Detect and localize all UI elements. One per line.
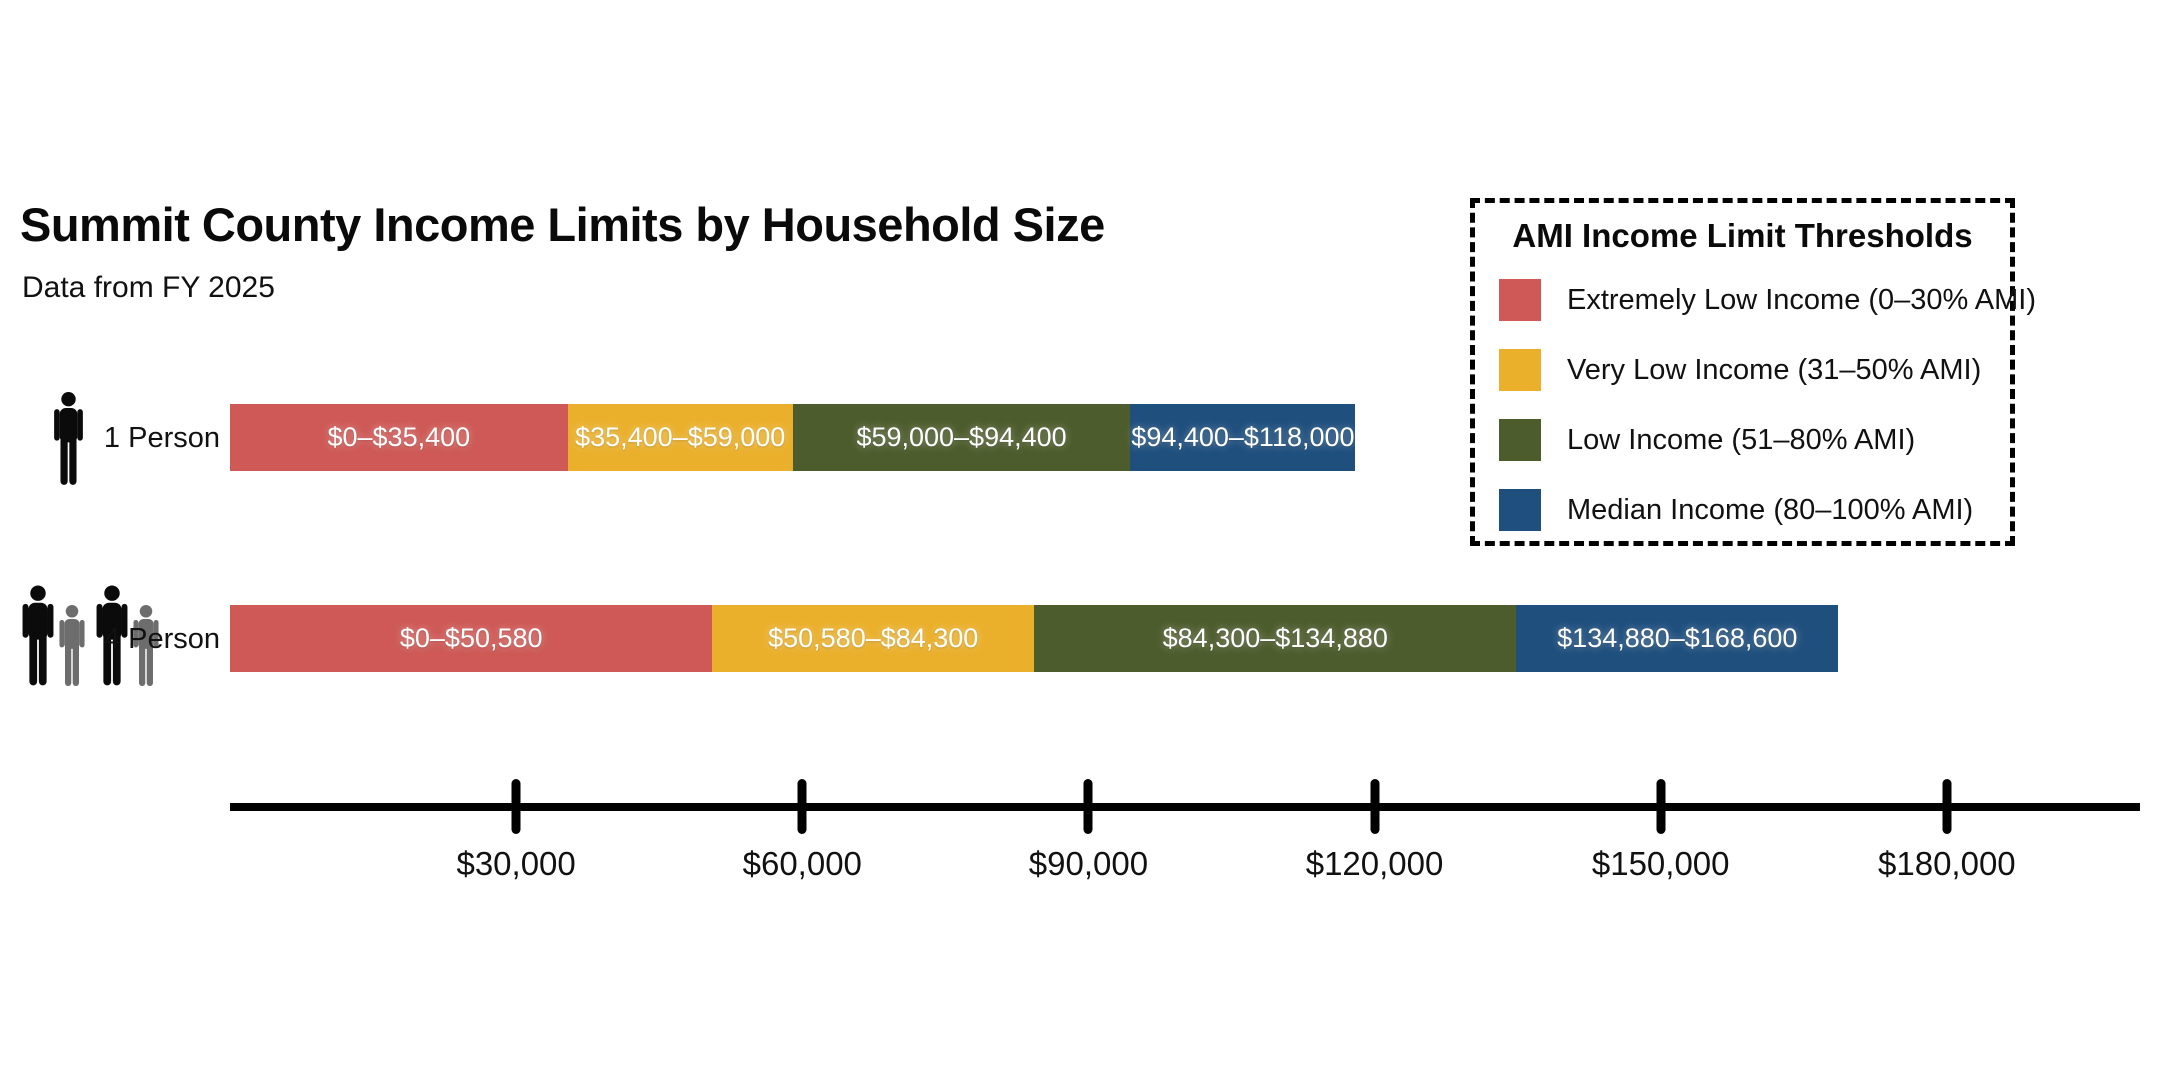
- person-adult-black-icon: [16, 585, 60, 687]
- legend-swatch-icon: [1499, 279, 1541, 321]
- legend-item: Low Income (51–80% AMI): [1499, 405, 2010, 475]
- x-axis-tick: [511, 779, 521, 834]
- legend-item-label: Low Income (51–80% AMI): [1567, 423, 1916, 456]
- bar-segment-label: $134,880–$168,600: [1557, 623, 1798, 653]
- legend-swatch-icon: [1499, 489, 1541, 531]
- bar-segment: $59,000–$94,400: [792, 404, 1131, 471]
- person-adult-black-icon: [22, 585, 54, 686]
- person-adult-black-icon: [48, 392, 89, 486]
- x-axis-tick: [1942, 779, 1952, 834]
- person-adult-black-icon: [90, 585, 134, 687]
- person-small-gray-icon: [128, 605, 164, 687]
- legend-title: AMI Income Limit Thresholds: [1512, 217, 1973, 254]
- x-axis-tick: [1083, 779, 1093, 834]
- legend-swatch-icon: [1499, 419, 1541, 461]
- person-adult-black-icon: [54, 392, 83, 485]
- bar-segment: $134,880–$168,600: [1516, 605, 1839, 672]
- x-axis-tick-label: $90,000: [1028, 845, 1149, 882]
- x-axis-tick: [1370, 779, 1380, 834]
- x-axis-line: [230, 803, 2140, 811]
- household-icon-group: [16, 583, 164, 687]
- bar-segment-label: $0–$35,400: [327, 422, 471, 452]
- legend-item-label: Very Low Income (31–50% AMI): [1567, 353, 1982, 386]
- stacked-bar: $0–$35,400 $35,400–$59,000 $59,000–$94,400…: [230, 404, 1356, 471]
- legend-item: Extremely Low Income (0–30% AMI): [1499, 265, 2036, 335]
- x-axis-tick: [797, 779, 807, 834]
- legend-item-label: Extremely Low Income (0–30% AMI): [1567, 283, 2037, 316]
- x-axis-tick-label: $120,000: [1305, 845, 1444, 882]
- x-axis-tick-label: $150,000: [1591, 845, 1730, 882]
- bar-segment-label: $84,300–$134,880: [1162, 623, 1388, 653]
- legend-item: Very Low Income (31–50% AMI): [1499, 335, 2010, 405]
- chart-subtitle: Data from FY 2025: [22, 271, 275, 304]
- x-axis-tick-label: $180,000: [1878, 845, 2016, 882]
- bar-segment: $50,580–$84,300: [712, 605, 1035, 672]
- stacked-bar: $0–$50,580 $50,580–$84,300 $84,300–$134,88…: [230, 605, 1839, 672]
- legend-swatch-icon: [1499, 349, 1541, 391]
- bar-segment-label: $59,000–$94,400: [856, 422, 1067, 452]
- x-axis-tick-label: $60,000: [742, 845, 862, 882]
- page-title: Summit County Income Limits by Household…: [20, 198, 1105, 251]
- bar-segment: $0–$35,400: [230, 404, 568, 471]
- bar-segment-label: $35,400–$59,000: [575, 422, 786, 452]
- bar-segment: $84,300–$134,880: [1034, 605, 1517, 672]
- bar-segment: $0–$50,580: [230, 605, 713, 672]
- legend-item: Median Income (80–100% AMI): [1499, 475, 2010, 545]
- bar-segment-label: $50,580–$84,300: [768, 623, 979, 653]
- legend: AMI Income Limit Thresholds Extremely Lo…: [1470, 198, 2036, 546]
- person-small-gray-icon: [59, 605, 85, 687]
- row-category-label: 1 Person: [103, 421, 220, 454]
- bar-segment-label: $0–$50,580: [399, 623, 543, 653]
- row-category-label: 4 Person: [103, 622, 220, 655]
- x-axis-tick: [1656, 779, 1666, 834]
- bar-segment-label: $94,400–$118,000: [1131, 422, 1355, 452]
- person-adult-black-icon: [96, 585, 128, 686]
- legend-item-label: Median Income (80–100% AMI): [1567, 493, 1974, 526]
- person-small-gray-icon: [133, 605, 159, 687]
- bar-segment: $94,400–$118,000: [1130, 404, 1356, 471]
- legend-items: Extremely Low Income (0–30% AMI) Very Low…: [1499, 265, 2036, 545]
- person-small-gray-icon: [54, 605, 90, 687]
- household-icon-group: [48, 382, 89, 486]
- x-axis-tick-label: $30,000: [456, 845, 576, 882]
- bar-segment: $35,400–$59,000: [567, 404, 793, 471]
